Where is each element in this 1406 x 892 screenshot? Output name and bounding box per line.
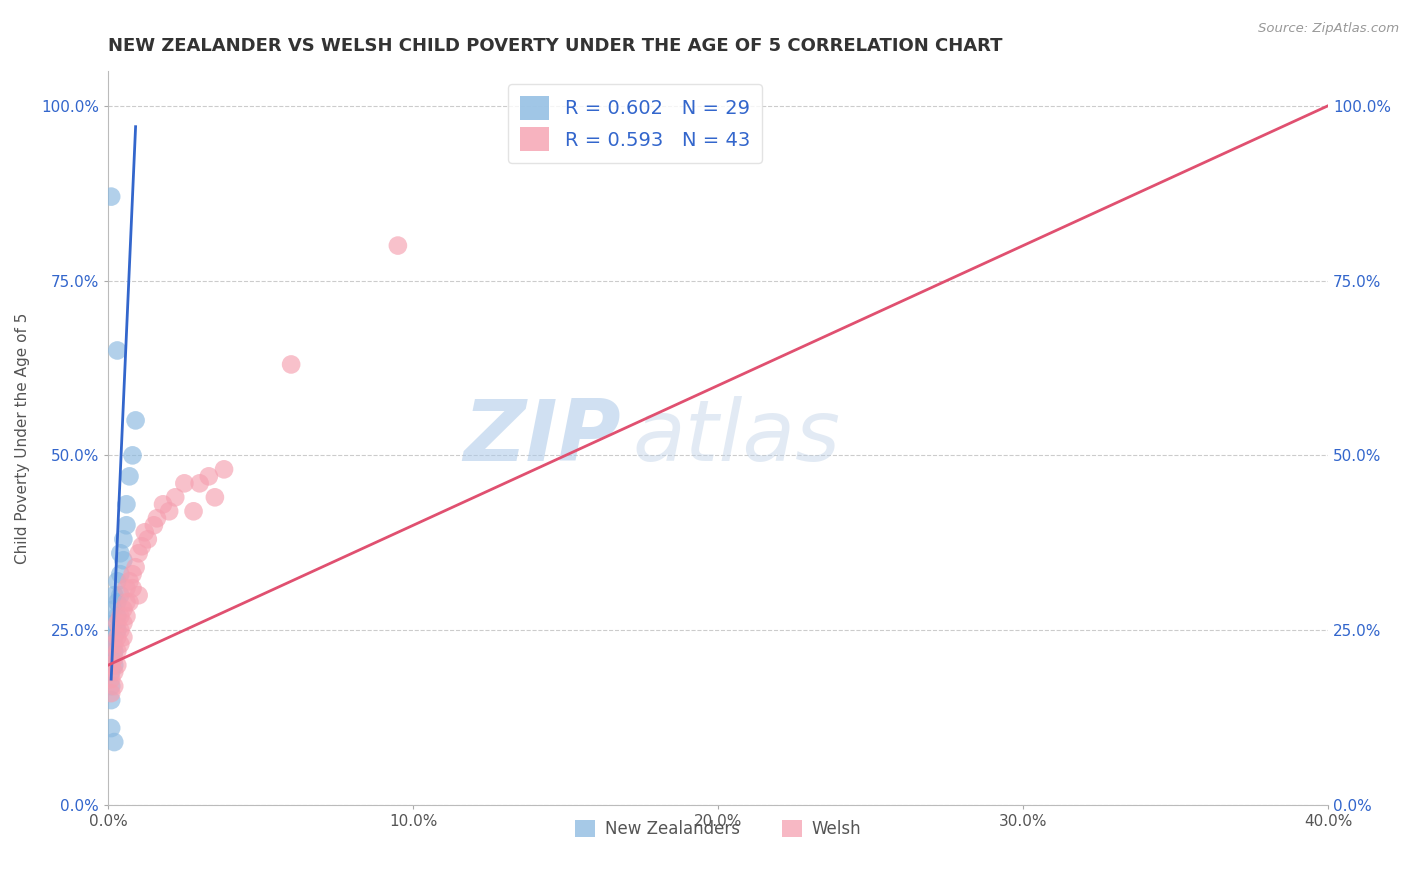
Point: [121, 448, 143, 462]
Point: [204, 491, 226, 505]
Point: [105, 574, 128, 589]
Point: [157, 504, 180, 518]
Point: [100, 637, 122, 651]
Y-axis label: Child Poverty Under the Age of 5: Child Poverty Under the Age of 5: [15, 312, 30, 564]
Point: [115, 518, 138, 533]
Point: [152, 497, 174, 511]
Point: [100, 693, 122, 707]
Point: [136, 533, 159, 547]
Point: [100, 679, 122, 693]
Point: [105, 343, 128, 358]
Point: [105, 630, 128, 644]
Point: [105, 644, 128, 658]
Point: [124, 413, 146, 427]
Point: [100, 686, 122, 700]
Point: [103, 679, 125, 693]
Point: [115, 581, 138, 595]
Point: [118, 469, 141, 483]
Point: [118, 574, 141, 589]
Point: [103, 644, 125, 658]
Point: [121, 581, 143, 595]
Point: [212, 462, 235, 476]
Point: [100, 721, 122, 735]
Point: [105, 658, 128, 673]
Point: [100, 189, 122, 203]
Point: [105, 595, 128, 609]
Point: [103, 588, 125, 602]
Point: [188, 476, 211, 491]
Point: [134, 525, 156, 540]
Point: [110, 546, 132, 560]
Point: [280, 358, 302, 372]
Point: [103, 602, 125, 616]
Point: [103, 735, 125, 749]
Point: [100, 658, 122, 673]
Legend: New Zealanders, Welsh: New Zealanders, Welsh: [568, 813, 868, 845]
Point: [103, 658, 125, 673]
Point: [105, 616, 128, 631]
Point: [105, 623, 128, 637]
Point: [110, 623, 132, 637]
Point: [165, 491, 187, 505]
Point: [387, 238, 409, 252]
Point: [112, 533, 135, 547]
Point: [183, 504, 205, 518]
Point: [105, 609, 128, 624]
Point: [124, 560, 146, 574]
Point: [128, 546, 150, 560]
Point: [110, 567, 132, 582]
Point: [115, 497, 138, 511]
Point: [100, 665, 122, 680]
Point: [100, 672, 122, 686]
Point: [103, 630, 125, 644]
Point: [100, 651, 122, 665]
Point: [112, 553, 135, 567]
Text: NEW ZEALANDER VS WELSH CHILD POVERTY UNDER THE AGE OF 5 CORRELATION CHART: NEW ZEALANDER VS WELSH CHILD POVERTY UND…: [108, 37, 1002, 55]
Point: [115, 595, 138, 609]
Point: [103, 651, 125, 665]
Point: [173, 476, 195, 491]
Point: [118, 595, 141, 609]
Point: [103, 616, 125, 631]
Point: [103, 665, 125, 680]
Text: Source: ZipAtlas.com: Source: ZipAtlas.com: [1258, 22, 1399, 36]
Point: [197, 469, 219, 483]
Text: atlas: atlas: [633, 396, 841, 479]
Point: [121, 567, 143, 582]
Point: [110, 609, 132, 624]
Point: [112, 602, 135, 616]
Point: [112, 616, 135, 631]
Point: [131, 539, 153, 553]
Text: ZIP: ZIP: [463, 396, 620, 479]
Point: [110, 588, 132, 602]
Point: [103, 637, 125, 651]
Point: [128, 588, 150, 602]
Point: [110, 637, 132, 651]
Point: [146, 511, 169, 525]
Point: [112, 630, 135, 644]
Point: [115, 609, 138, 624]
Point: [142, 518, 165, 533]
